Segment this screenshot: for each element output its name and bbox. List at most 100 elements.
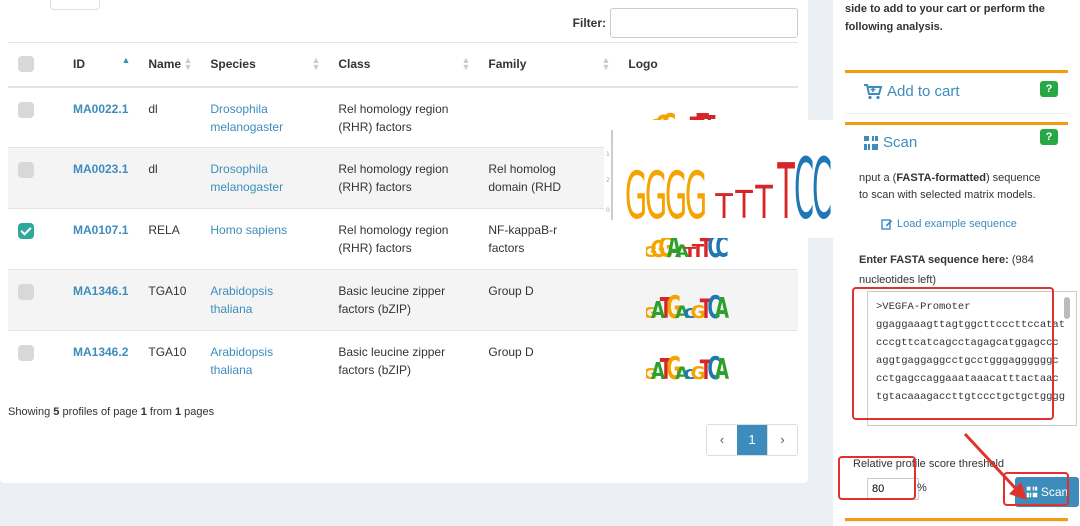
matrix-id-link[interactable]: MA0023.1 bbox=[73, 162, 129, 176]
info-pages: 1 bbox=[174, 406, 182, 418]
row-select[interactable] bbox=[8, 86, 63, 148]
logo-cell[interactable]: GATGACGTCA bbox=[618, 269, 798, 331]
select-all-checkbox[interactable] bbox=[18, 55, 34, 72]
info-text: Showing bbox=[8, 406, 54, 418]
species-link-line2[interactable]: thaliana bbox=[210, 363, 253, 377]
popup-logo-letter: G bbox=[665, 157, 687, 233]
filter-input[interactable] bbox=[610, 8, 798, 38]
add-to-cart-box: Add to cart ? bbox=[845, 70, 1068, 114]
col-header-name[interactable]: Name ▲ ▼ bbox=[138, 42, 201, 88]
logo-cell[interactable]: GATGACGTCA bbox=[618, 330, 798, 392]
matrix-id-link[interactable]: MA1346.1 bbox=[73, 284, 129, 298]
annotation-box-threshold bbox=[838, 456, 916, 500]
page-1-button[interactable]: 1 bbox=[737, 425, 767, 455]
popup-logo-letter: C bbox=[794, 140, 814, 238]
popup-logo-letter: G bbox=[625, 157, 647, 233]
species-link-line2[interactable]: melanogaster bbox=[210, 119, 284, 134]
row-checkbox[interactable] bbox=[18, 284, 34, 300]
load-example-link[interactable]: Load example sequence bbox=[881, 218, 1017, 230]
barcode-icon bbox=[864, 135, 878, 150]
matrix-id-link[interactable]: MA0107.1 bbox=[73, 223, 129, 237]
family-line1: Group D bbox=[488, 345, 534, 359]
logo-letter: G bbox=[651, 236, 666, 261]
family-line2: domain (RHD bbox=[488, 180, 562, 194]
logo-letter: C bbox=[708, 351, 721, 383]
matrix-id-link[interactable]: MA0022.1 bbox=[73, 101, 129, 116]
next-page-button[interactable]: › bbox=[767, 425, 797, 455]
species-link[interactable]: Drosophila bbox=[210, 162, 268, 176]
row-select[interactable] bbox=[8, 330, 63, 392]
col-header-class[interactable]: Class ▲ ▼ bbox=[328, 42, 479, 88]
col-header-family[interactable]: Family ▲ ▼ bbox=[478, 42, 619, 88]
family-line1: NF-kappaB-r bbox=[488, 223, 558, 237]
edit-icon bbox=[881, 219, 893, 230]
species-link[interactable]: Homo sapiens bbox=[210, 223, 288, 237]
logo-letter: C bbox=[708, 290, 721, 322]
fasta-label: Enter FASTA sequence here: (984 nucleoti… bbox=[859, 250, 1059, 290]
intro-line2: following analysis. bbox=[845, 21, 943, 33]
class-line1: Rel homology region bbox=[338, 223, 449, 237]
class-line2: (RHR) factors bbox=[338, 119, 412, 134]
table-header-row: ID ▲ Name ▲ ▼ Species ▲ ▼ Class ▲ ▼ Family ▲ ▼ Lo… bbox=[8, 42, 798, 88]
popup-logo-letter: C bbox=[812, 140, 832, 238]
col-header-logo: Logo bbox=[618, 42, 798, 88]
annotation-box-sequence bbox=[852, 287, 1054, 420]
col-header-id[interactable]: ID ▲ bbox=[63, 42, 139, 88]
popup-logo-letter: T bbox=[714, 188, 733, 227]
textarea-scrollbar[interactable] bbox=[1064, 297, 1070, 319]
col-header-id-label: ID bbox=[73, 57, 85, 72]
sequence-logo[interactable]: GATGACGTCA bbox=[646, 278, 736, 322]
name-cell: dl bbox=[138, 147, 201, 209]
row-checkbox[interactable] bbox=[18, 101, 34, 118]
sort-asc-icon: ▲ bbox=[121, 55, 131, 65]
matrix-id-link[interactable]: MA1346.2 bbox=[73, 345, 129, 359]
class-line1: Basic leucine zipper bbox=[338, 345, 446, 359]
scan-help-button[interactable]: ? bbox=[1040, 129, 1058, 145]
row-select[interactable] bbox=[8, 269, 63, 331]
sort-icon: ▲ ▼ bbox=[183, 55, 193, 72]
class-line2: (RHR) factors bbox=[338, 241, 412, 255]
annotation-arrow bbox=[963, 432, 1027, 500]
col-header-species[interactable]: Species ▲ ▼ bbox=[200, 42, 329, 88]
row-checkbox[interactable] bbox=[18, 162, 34, 178]
logo-letter: T bbox=[660, 292, 672, 322]
sequence-logo[interactable]: GATGACGTCA bbox=[646, 339, 736, 383]
info-page: 1 bbox=[140, 406, 147, 418]
col-header-species-label: Species bbox=[210, 57, 256, 72]
species-link-line2[interactable]: thaliana bbox=[210, 302, 253, 316]
row-checkbox-checked[interactable] bbox=[18, 223, 34, 239]
species-link[interactable]: Drosophila bbox=[210, 101, 268, 116]
row-checkbox[interactable] bbox=[18, 345, 34, 361]
cart-help-button[interactable]: ? bbox=[1040, 81, 1058, 97]
profiles-panel: Filter: ID ▲ Name ▲ ▼ Species ▲ ▼ Class ▲ ▼ Fam… bbox=[0, 0, 808, 483]
row-select[interactable] bbox=[8, 147, 63, 209]
prev-page-button[interactable]: ‹ bbox=[719, 432, 725, 447]
logo-letter: C bbox=[684, 367, 697, 383]
logo-letter: G bbox=[667, 351, 682, 383]
scan-button-label: Scan bbox=[1040, 485, 1069, 499]
table-row[interactable]: MA1346.2 TGA10 Arabidopsis thaliana Basic… bbox=[8, 330, 798, 392]
species-link[interactable]: Arabidopsis bbox=[210, 284, 274, 298]
popup-logo-letter: G bbox=[685, 157, 707, 233]
logo-letter: G bbox=[646, 305, 657, 322]
col-header-family-label: Family bbox=[488, 57, 527, 72]
filter-label: Filter: bbox=[572, 16, 606, 30]
row-select[interactable] bbox=[8, 208, 63, 270]
class-line1: Basic leucine zipper bbox=[338, 284, 446, 298]
page-length-select[interactable] bbox=[50, 0, 100, 10]
species-link[interactable]: Arabidopsis bbox=[210, 345, 274, 359]
logo-letter: A bbox=[715, 292, 730, 322]
scan-description: nput a (FASTA-formatted) sequence to sca… bbox=[859, 170, 1040, 204]
logo-letter: A bbox=[651, 358, 665, 383]
table-info: Showing 5 profiles of page 1 from 1 page… bbox=[8, 406, 214, 418]
select-all-header[interactable] bbox=[8, 42, 63, 88]
intro-line1: side to add to your cart or perform the bbox=[845, 3, 1045, 15]
add-to-cart-link[interactable]: Add to cart bbox=[863, 83, 960, 100]
scan-title: Scan bbox=[863, 134, 917, 151]
table-row[interactable]: MA1346.1 TGA10 Arabidopsis thaliana Basic… bbox=[8, 269, 798, 331]
fasta-sequence-input[interactable] bbox=[867, 291, 1077, 426]
sequence-logo[interactable]: GGGAATTTCC bbox=[646, 217, 736, 261]
family-line2: factors bbox=[488, 241, 525, 255]
species-link-line2[interactable]: melanogaster bbox=[210, 180, 284, 194]
barcode-icon bbox=[1026, 486, 1038, 498]
